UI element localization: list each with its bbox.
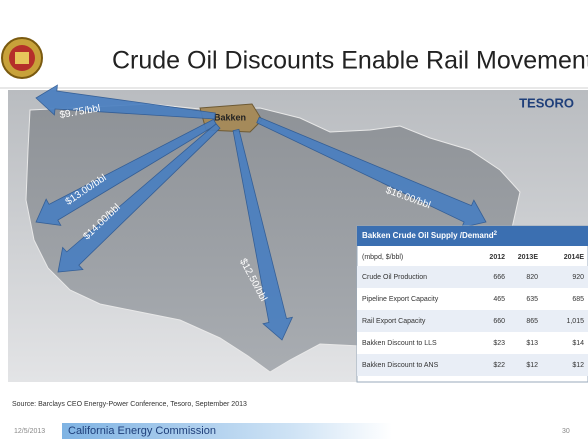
route-arrow: [57, 123, 221, 273]
table-cell: $22: [493, 362, 505, 369]
footer-bar: [62, 423, 392, 439]
table-cell: 1,015: [566, 318, 584, 325]
page-number: 30: [562, 428, 570, 435]
route-arrow: [256, 116, 487, 229]
route-arrow: [232, 128, 294, 341]
column-header: (mbpd, $/bbl): [362, 254, 403, 261]
table-cell: $23: [493, 340, 505, 347]
table-cell: Rail Export Capacity: [362, 318, 426, 325]
table-cell: $12: [526, 362, 538, 369]
table-cell: $12: [572, 362, 584, 369]
table-cell: Bakken Discount to ANS: [362, 362, 439, 369]
logo: [1, 37, 43, 79]
table-cell: $14: [572, 340, 584, 347]
data-table: Bakken Crude Oil Supply /Demand2 (mbpd, …: [356, 225, 588, 383]
footer-date: 12/5/2013: [14, 428, 45, 435]
origin-label: Bakken: [214, 112, 246, 122]
column-header: 2014E: [564, 254, 585, 261]
route-arrow: [35, 84, 216, 120]
brand-logo: TESORO: [519, 95, 574, 110]
source-note: Source: Barclays CEO Energy-Power Confer…: [12, 401, 247, 408]
table-cell: 465: [493, 296, 505, 303]
table-row: [357, 288, 588, 310]
column-header: 2013E: [518, 254, 539, 261]
table-cell: 635: [526, 296, 538, 303]
table-row: [357, 332, 588, 354]
table-row: [357, 310, 588, 332]
table-title: Bakken Crude Oil Supply /Demand2: [362, 231, 498, 241]
route-arrows: [35, 84, 487, 341]
table-title-bar: [357, 226, 588, 246]
table-row: [357, 266, 588, 288]
table-cell: Crude Oil Production: [362, 274, 427, 281]
table-cell: Pipeline Export Capacity: [362, 296, 439, 303]
table-cell: 820: [526, 274, 538, 281]
table-cell: 865: [526, 318, 538, 325]
table-cell: 920: [572, 274, 584, 281]
table-cell: 685: [572, 296, 584, 303]
column-header: 2012: [489, 254, 505, 261]
slide-title: Crude Oil Discounts Enable Rail Movement…: [112, 47, 588, 75]
table-cell: $13: [526, 340, 538, 347]
table-cell: 660: [493, 318, 505, 325]
table-row: [357, 354, 588, 376]
footer-organization: California Energy Commission: [68, 425, 216, 437]
table-cell: 666: [493, 274, 505, 281]
table-cell: Bakken Discount to LLS: [362, 340, 437, 347]
route-arrow: [35, 118, 218, 226]
